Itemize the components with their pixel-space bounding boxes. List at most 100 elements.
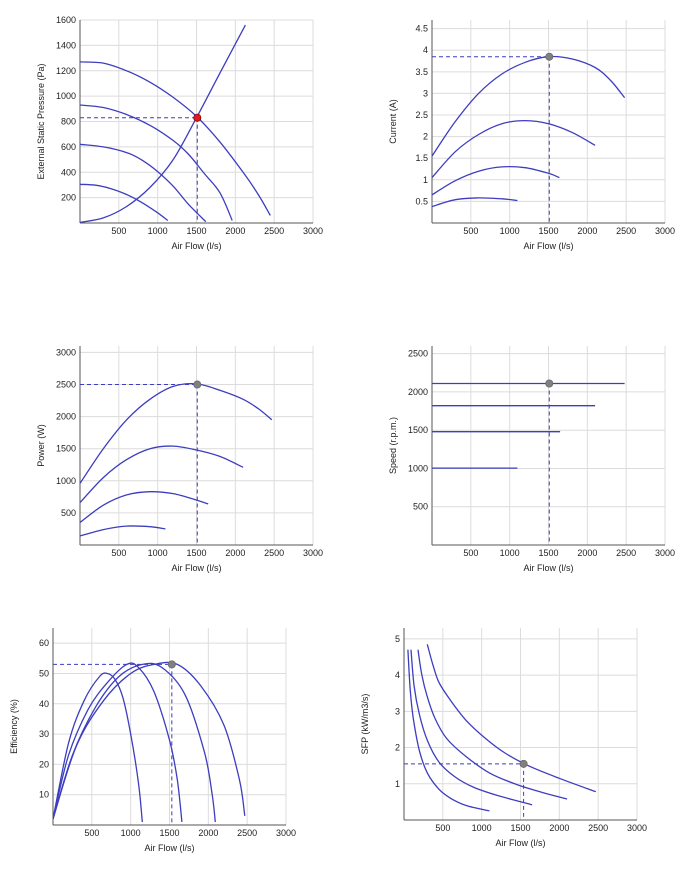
y-tick-label: 4 bbox=[423, 45, 428, 55]
series-line-3 bbox=[417, 649, 568, 800]
x-tick-label: 2000 bbox=[198, 828, 218, 838]
series-line-1 bbox=[432, 55, 626, 157]
x-tick-label: 2000 bbox=[225, 548, 245, 558]
x-axis-label: Air Flow (l/s) bbox=[524, 563, 574, 573]
series-line-2 bbox=[410, 649, 533, 806]
x-tick-label: 2500 bbox=[237, 828, 257, 838]
grid bbox=[432, 20, 666, 223]
x-tick-label: 1000 bbox=[500, 226, 520, 236]
y-tick-label: 2 bbox=[423, 132, 428, 142]
y-tick-label: 4 bbox=[395, 670, 400, 680]
operating-point-marker bbox=[167, 660, 176, 669]
y-tick-label: 600 bbox=[61, 142, 76, 152]
y-axis-label: SFP (kW/m3/s) bbox=[360, 694, 370, 755]
y-tick-label: 1000 bbox=[408, 463, 428, 473]
x-tick-label: 2000 bbox=[549, 823, 569, 833]
y-tick-label: 5 bbox=[395, 634, 400, 644]
x-tick-label: 500 bbox=[435, 823, 450, 833]
x-tick-label: 2000 bbox=[577, 226, 597, 236]
x-tick-label: 3000 bbox=[655, 548, 675, 558]
operating-point-marker bbox=[519, 759, 528, 768]
operating-point-marker bbox=[193, 380, 202, 389]
x-tick-label: 2500 bbox=[588, 823, 608, 833]
series-line-4 bbox=[80, 525, 166, 537]
x-tick-label: 1000 bbox=[472, 823, 492, 833]
x-axis-label: Air Flow (l/s) bbox=[524, 241, 574, 251]
series-line-2 bbox=[432, 119, 596, 179]
y-tick-label: 1000 bbox=[56, 91, 76, 101]
y-axis-label: Speed (r.p.m.) bbox=[388, 417, 398, 474]
series-line-2 bbox=[80, 445, 244, 504]
x-tick-label: 3000 bbox=[303, 548, 323, 558]
series-line-2 bbox=[80, 104, 233, 221]
series-line-3 bbox=[80, 491, 209, 524]
y-tick-label: 2500 bbox=[408, 349, 428, 359]
y-tick-label: 2 bbox=[395, 743, 400, 753]
x-tick-label: 3000 bbox=[655, 226, 675, 236]
series-line-5 bbox=[80, 24, 246, 223]
series-line-1 bbox=[80, 382, 273, 484]
y-tick-label: 2000 bbox=[56, 412, 76, 422]
y-tick-label: 0.5 bbox=[415, 196, 428, 206]
y-tick-label: 500 bbox=[413, 502, 428, 512]
y-tick-label: 4.5 bbox=[415, 24, 428, 34]
x-tick-label: 2500 bbox=[264, 226, 284, 236]
y-tick-label: 2.5 bbox=[415, 110, 428, 120]
x-tick-label: 1000 bbox=[148, 548, 168, 558]
series-group bbox=[80, 382, 273, 537]
y-tick-label: 1200 bbox=[56, 66, 76, 76]
series-line-4 bbox=[432, 197, 518, 208]
x-tick-label: 2500 bbox=[616, 226, 636, 236]
y-axis-label: Power (W) bbox=[36, 424, 46, 467]
x-tick-label: 2000 bbox=[577, 548, 597, 558]
y-axis-label: Efficiency (%) bbox=[9, 699, 19, 754]
series-line-1 bbox=[407, 649, 490, 812]
series-group bbox=[407, 644, 597, 812]
y-tick-label: 10 bbox=[39, 790, 49, 800]
series-group bbox=[432, 382, 625, 469]
x-tick-label: 3000 bbox=[627, 823, 647, 833]
series-line-1 bbox=[80, 61, 271, 216]
y-tick-label: 2500 bbox=[56, 380, 76, 390]
y-tick-label: 400 bbox=[61, 167, 76, 177]
y-tick-label: 1500 bbox=[56, 444, 76, 454]
x-tick-label: 500 bbox=[463, 548, 478, 558]
operating-point-marker bbox=[545, 379, 554, 388]
y-tick-label: 3.5 bbox=[415, 67, 428, 77]
operating-point-marker bbox=[545, 52, 554, 61]
series-group bbox=[80, 24, 271, 223]
series-group bbox=[53, 661, 246, 823]
y-tick-label: 3000 bbox=[56, 347, 76, 357]
x-axis-label: Air Flow (l/s) bbox=[172, 241, 222, 251]
y-tick-label: 200 bbox=[61, 193, 76, 203]
chart-sfp: 500 1000 1500 2000 2500 3000 1 2 3 4 5 Air Flow (l/… bbox=[360, 628, 647, 848]
grid bbox=[80, 346, 314, 545]
y-tick-label: 500 bbox=[61, 508, 76, 518]
x-tick-label: 500 bbox=[84, 828, 99, 838]
y-tick-label: 1.5 bbox=[415, 153, 428, 163]
y-tick-label: 30 bbox=[39, 729, 49, 739]
y-tick-label: 50 bbox=[39, 668, 49, 678]
y-tick-label: 1000 bbox=[56, 476, 76, 486]
y-axis-label: Current (A) bbox=[388, 99, 398, 144]
x-axis-label: Air Flow (l/s) bbox=[496, 838, 546, 848]
y-tick-label: 1 bbox=[423, 175, 428, 185]
grid bbox=[404, 628, 638, 820]
x-axis-label: Air Flow (l/s) bbox=[172, 563, 222, 573]
series-line-4 bbox=[80, 183, 169, 222]
x-axis-label: Air Flow (l/s) bbox=[145, 843, 195, 853]
x-tick-label: 3000 bbox=[303, 226, 323, 236]
operating-point-marker bbox=[193, 113, 202, 122]
x-tick-label: 3000 bbox=[276, 828, 296, 838]
x-tick-label: 2000 bbox=[225, 226, 245, 236]
x-tick-label: 1000 bbox=[121, 828, 141, 838]
x-tick-label: 2500 bbox=[616, 548, 636, 558]
series-line-4 bbox=[53, 661, 246, 820]
chart-efficiency: 500 1000 1500 2000 2500 3000 10 20 30 40 50 60 Air F… bbox=[9, 628, 296, 853]
series-line-2 bbox=[53, 662, 183, 823]
y-tick-label: 20 bbox=[39, 759, 49, 769]
chart-speed: 500 1000 1500 2000 2500 3000 500 1000 1500 2000 25… bbox=[388, 346, 675, 573]
series-line-3 bbox=[432, 165, 560, 196]
y-tick-label: 1 bbox=[395, 779, 400, 789]
